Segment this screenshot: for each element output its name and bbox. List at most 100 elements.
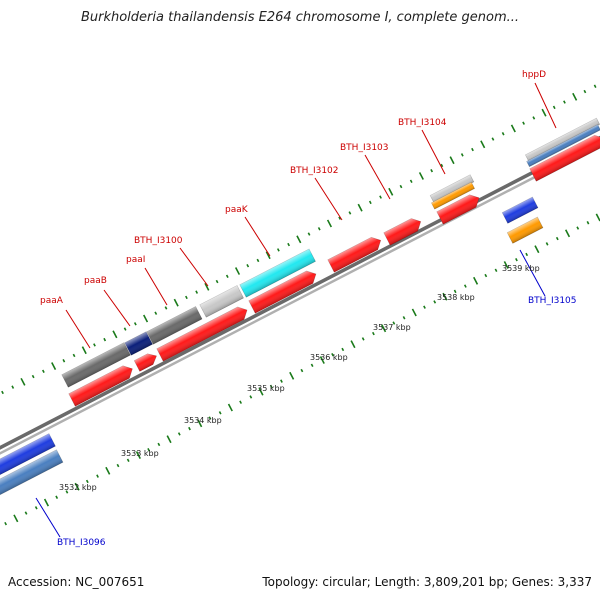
gene-label[interactable]: paaB xyxy=(84,276,107,286)
tick-marks xyxy=(1,84,600,526)
tick-mark xyxy=(74,482,80,491)
gene-red-1[interactable] xyxy=(68,363,136,407)
tick-mark xyxy=(319,356,325,364)
tick-mark xyxy=(460,153,464,157)
tick-mark xyxy=(157,442,161,447)
gene-shading xyxy=(156,307,248,362)
gene-red-2[interactable] xyxy=(133,351,159,372)
tick-mark xyxy=(227,403,233,412)
gene-paaA[interactable] xyxy=(61,342,131,388)
gene-shading xyxy=(124,331,153,356)
gene-label[interactable]: hppD xyxy=(522,70,546,80)
tick-mark xyxy=(317,227,321,231)
gene-BTH_I3104-b[interactable] xyxy=(430,181,475,210)
gene-shading xyxy=(248,270,316,314)
gene-red-4[interactable] xyxy=(248,268,319,314)
tick-mark xyxy=(185,295,188,300)
tick-mark xyxy=(234,267,241,275)
tick-mark xyxy=(418,172,424,180)
gene-shading xyxy=(199,285,244,318)
gene-paaK[interactable] xyxy=(239,248,316,298)
scale-label: 3539 kbp xyxy=(502,264,540,273)
tick-mark xyxy=(239,400,242,404)
tick-mark xyxy=(276,248,280,252)
summary-text: Topology: circular; Length: 3,809,201 bp… xyxy=(262,575,592,589)
gene-BTH_I3104-c[interactable] xyxy=(436,192,483,225)
gene-shading xyxy=(502,197,538,224)
tick-mark xyxy=(43,498,50,507)
tick-mark xyxy=(471,147,474,152)
tick-mark xyxy=(204,282,210,291)
gene-shading xyxy=(529,135,600,182)
tick-mark xyxy=(51,362,57,370)
gene-BTH_I3096-a[interactable] xyxy=(0,433,56,479)
gene-label[interactable]: paaI xyxy=(126,255,145,265)
tick-mark xyxy=(586,221,590,225)
tick-mark xyxy=(473,276,479,285)
tick-mark xyxy=(307,232,311,236)
tick-mark xyxy=(105,466,111,475)
gene-label[interactable]: BTH_I3102 xyxy=(290,166,339,176)
tick-mark xyxy=(541,108,547,117)
gene-BTH_I3096-b[interactable] xyxy=(0,449,64,497)
leader-line xyxy=(244,216,271,257)
tick-mark xyxy=(147,448,151,452)
leader-line xyxy=(534,82,557,129)
tick-mark xyxy=(188,426,191,431)
tick-mark xyxy=(423,305,426,309)
tick-mark xyxy=(430,169,434,173)
gene-BTH_I3102[interactable] xyxy=(327,234,384,273)
gene-shading xyxy=(61,342,131,388)
gene-shading xyxy=(134,353,157,372)
tick-mark xyxy=(20,377,26,386)
tick-mark xyxy=(576,226,580,230)
tick-mark xyxy=(112,330,118,339)
tick-mark xyxy=(256,258,260,263)
scale-label: 3535 kbp xyxy=(247,384,285,393)
tick-mark xyxy=(480,140,486,149)
tick-mark xyxy=(103,337,107,342)
leader-line xyxy=(35,497,61,538)
gene-label[interactable]: paaK xyxy=(225,205,249,215)
gene-label[interactable]: paaA xyxy=(40,296,64,306)
gene-shading xyxy=(383,218,421,246)
gene-BTH_I3103[interactable] xyxy=(383,215,424,246)
tick-mark xyxy=(143,314,149,323)
gene-BTH_I3104-a[interactable] xyxy=(429,174,475,203)
tick-mark xyxy=(593,84,597,88)
tick-mark xyxy=(4,521,8,526)
tick-mark xyxy=(555,236,559,241)
gene-red-3[interactable] xyxy=(156,304,250,362)
scale-label: 3538 kbp xyxy=(437,293,475,302)
tick-mark xyxy=(392,321,396,325)
tick-mark xyxy=(326,219,333,228)
gene-BTH_I3100[interactable] xyxy=(199,285,244,318)
tick-mark xyxy=(525,252,529,257)
gene-paaI[interactable] xyxy=(146,306,203,345)
gene-hppD-c[interactable] xyxy=(529,132,600,182)
tick-mark xyxy=(564,229,571,238)
accession-text: Accession: NC_007651 xyxy=(8,575,145,589)
tick-mark xyxy=(62,359,66,363)
gene-label[interactable]: BTH_I3096 xyxy=(57,538,106,548)
tick-mark xyxy=(545,242,549,246)
tick-mark xyxy=(491,137,495,141)
gene-label[interactable]: BTH_I3104 xyxy=(398,118,447,128)
tick-mark xyxy=(453,289,457,294)
tick-mark xyxy=(24,511,28,515)
scale-label: 3536 kbp xyxy=(310,353,348,362)
gene-BTH_I3105-b[interactable] xyxy=(506,216,544,244)
leader-line xyxy=(179,247,209,287)
gene-label[interactable]: BTH_I3100 xyxy=(134,236,183,246)
gene-label[interactable]: BTH_I3105 xyxy=(528,296,577,306)
gene-hppD-b[interactable] xyxy=(526,124,600,168)
tick-mark xyxy=(494,268,498,272)
gene-BTH_I3105-a[interactable] xyxy=(501,196,539,224)
tick-mark xyxy=(552,105,556,110)
tick-mark xyxy=(246,264,250,268)
gene-label[interactable]: BTH_I3103 xyxy=(340,143,389,153)
tick-mark xyxy=(388,187,394,196)
gene-paaB[interactable] xyxy=(124,331,153,356)
